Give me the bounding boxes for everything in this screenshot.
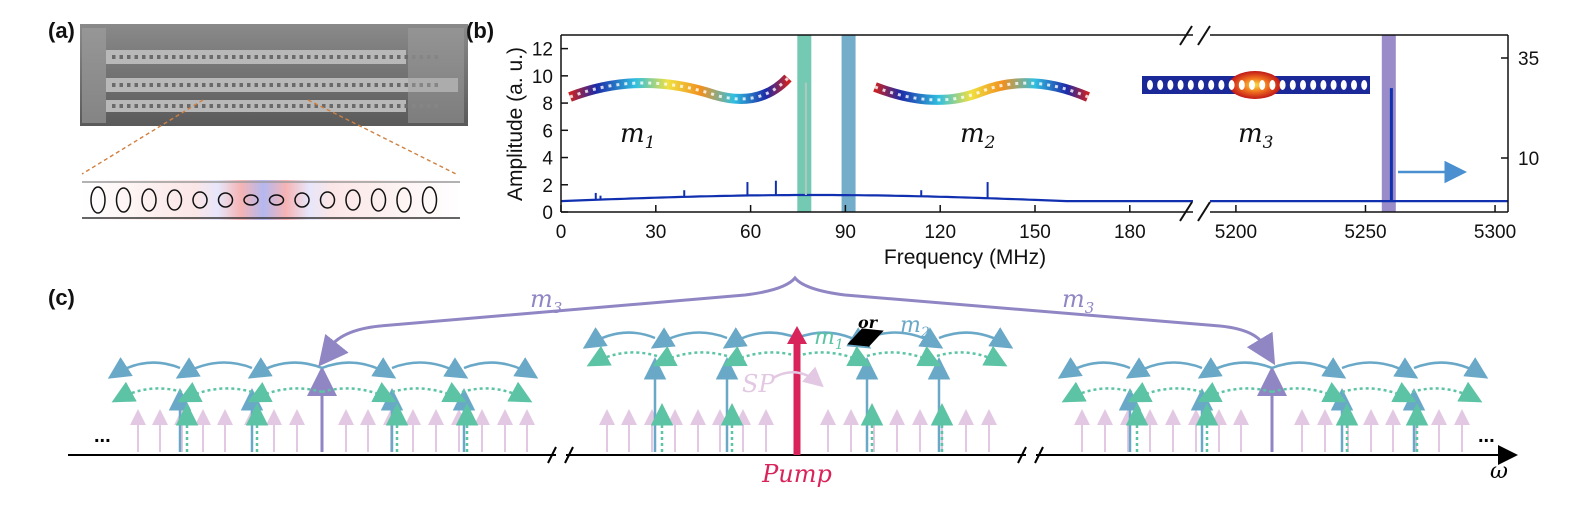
y-axis-label: Amplitude (a. u.) — [504, 47, 527, 201]
m2-arc-arrow — [1413, 357, 1489, 379]
sem-micrograph — [80, 24, 468, 126]
m1-arc-arrow — [177, 381, 253, 403]
m3-brace-left-arrow — [318, 333, 349, 367]
m1-arc-arrow — [936, 345, 1008, 367]
mode-label-m2: m2 — [960, 119, 995, 153]
m1-arc-arrow — [586, 345, 658, 367]
y-tick-label: 4 — [542, 149, 553, 170]
mode-label-m1: m1 — [620, 119, 655, 153]
m3-label-left: m3 — [530, 285, 562, 317]
m1-arc-arrow — [866, 345, 942, 367]
m1-arc-arrow — [321, 381, 397, 403]
x-tick-label: 5300 — [1474, 222, 1516, 243]
m1-arc-arrow — [652, 345, 728, 367]
omega-label: ω — [1490, 459, 1508, 484]
resonance-band-2 — [841, 35, 856, 212]
y-tick-label: 0 — [542, 203, 553, 224]
axis-break-bottom — [1179, 201, 1211, 222]
spectrum-line — [560, 193, 1508, 203]
x-tick-label: 150 — [1019, 222, 1051, 243]
x-tick-label: 30 — [645, 222, 666, 243]
mode-label-m3: m3 — [1238, 119, 1273, 153]
m1-arc-arrow — [1411, 381, 1483, 403]
panel-a-label: (a) — [48, 18, 75, 43]
x-tick-label: 0 — [556, 222, 567, 243]
y-tick-label: 6 — [542, 121, 553, 142]
m1-arc-arrow — [1341, 381, 1417, 403]
m2-arc-arrow — [321, 357, 397, 379]
m2-arc-arrow — [247, 357, 323, 379]
m1-arc-arrow — [461, 381, 533, 403]
m2-arc-arrow — [650, 327, 728, 349]
spectrum-plot: 0 2 4 6 8 10 12 10 35 0 30 60 90 120 150 180 5200 5250 5… — [504, 25, 1539, 269]
ellipsis-right: ... — [1478, 425, 1495, 447]
y2-tick-label: 10 — [1518, 149, 1539, 170]
y2-tick-label: 35 — [1518, 49, 1539, 70]
x-tick-label: 5200 — [1215, 222, 1257, 243]
m2-arc-arrow — [391, 357, 469, 379]
m2-arc-arrow — [1271, 357, 1347, 379]
m1-arc-arrow — [796, 345, 872, 367]
m1-arc-arrow — [1271, 381, 1347, 403]
comb-diagram: Pump m3 m3 m1 m2 or SP ... ... ω — [68, 275, 1518, 488]
x-tick-label: 90 — [835, 222, 856, 243]
m2-arc-arrow — [722, 327, 798, 349]
m2-arc-arrow — [1057, 357, 1131, 379]
x-tick-label: 60 — [740, 222, 761, 243]
m1-arc-arrow — [111, 381, 183, 403]
m1-arc-arrow — [391, 381, 467, 403]
x-tick-label: 180 — [1114, 222, 1146, 243]
or-double-arrow — [847, 327, 884, 348]
mode-field-inset — [82, 180, 460, 220]
pump-label: Pump — [761, 460, 832, 488]
sp-label: SP — [742, 370, 775, 398]
m1-arc-arrow — [247, 381, 323, 403]
y-tick-label: 12 — [532, 40, 553, 61]
panel-c-label: (c) — [48, 285, 75, 310]
y-tick-label: 2 — [542, 176, 553, 197]
or-label: or — [858, 313, 879, 332]
x-tick-label: 5250 — [1344, 222, 1386, 243]
x-axis-label: Frequency (MHz) — [884, 246, 1046, 269]
m3-brace-right — [320, 275, 1276, 366]
resonance-band-3 — [1381, 35, 1396, 212]
sp-arc-arrow — [772, 366, 824, 388]
m1-arc-arrow — [1061, 381, 1133, 403]
m2-label: m2 — [900, 313, 930, 341]
m2-arc-arrow — [175, 357, 253, 379]
mode-shape-m3 — [1142, 71, 1370, 99]
m2-arc-arrow — [463, 357, 539, 379]
m3-label-right: m3 — [1062, 285, 1094, 317]
mode-shape-m2 — [873, 78, 1090, 105]
panel-b-label: (b) — [466, 18, 494, 43]
m1-arc-arrow — [722, 345, 798, 367]
y-tick-label: 10 — [532, 67, 553, 88]
m2-arc-arrow — [1197, 357, 1273, 379]
resonance-band-1 — [797, 35, 812, 212]
m2-arc-arrow — [582, 327, 656, 349]
m2-arc-arrow — [1341, 357, 1419, 379]
m2-arc-arrow — [1125, 357, 1203, 379]
zoom-line-left — [81, 99, 204, 175]
pump-arrowhead — [787, 326, 807, 344]
m2-arc-arrow — [938, 327, 1014, 349]
m1-arc-arrow — [1127, 381, 1203, 403]
m1-label: m1 — [814, 325, 844, 353]
m1-arc-arrow — [1197, 381, 1273, 403]
axis-break-top — [1179, 25, 1211, 46]
x-tick-label: 120 — [924, 222, 956, 243]
y-tick-label: 8 — [542, 94, 553, 115]
m2-arc-arrow — [107, 357, 181, 379]
ellipsis-left: ... — [94, 425, 111, 447]
